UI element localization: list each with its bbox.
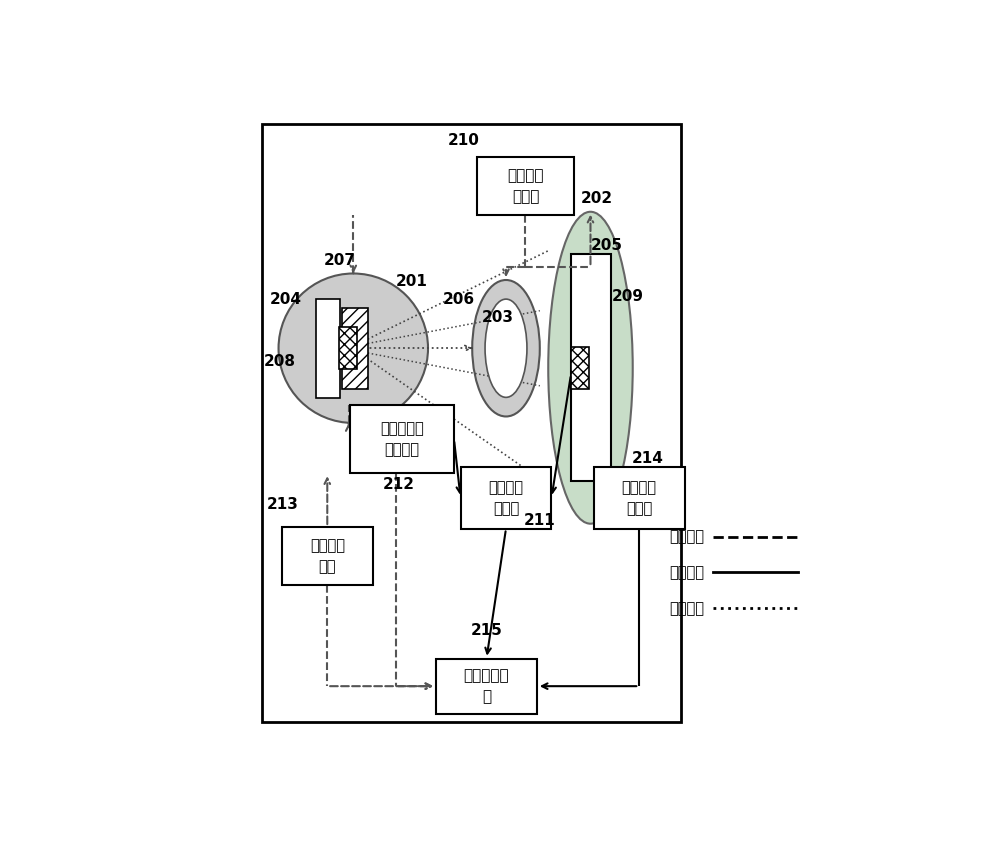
Text: 207: 207 [324,253,356,268]
Bar [461,467,551,528]
Bar [477,156,574,215]
Text: 214: 214 [631,452,663,466]
Circle shape [279,273,428,423]
Text: 距离信息
采集器: 距离信息 采集器 [489,479,524,516]
Text: 211: 211 [524,513,556,528]
Text: 射线示意: 射线示意 [669,601,704,615]
Text: 数据处理中
心: 数据处理中 心 [464,668,509,704]
Text: 202: 202 [581,192,613,206]
Text: 209: 209 [612,289,644,304]
Ellipse shape [548,212,633,523]
Text: 206: 206 [442,292,474,307]
Text: 图像数据
采集器: 图像数据 采集器 [622,479,657,516]
Text: 213: 213 [267,497,299,511]
Text: 210: 210 [448,133,479,148]
Bar [594,467,685,528]
Text: 203: 203 [482,310,514,325]
Ellipse shape [485,299,527,398]
Text: 205: 205 [590,238,622,253]
Bar [436,658,537,714]
Text: 控制信号: 控制信号 [669,529,704,544]
Bar [262,124,681,722]
Bar [339,327,357,369]
Bar [342,308,368,388]
Text: 204: 204 [270,292,302,307]
Bar [282,527,373,586]
Bar [571,347,589,388]
Text: 208: 208 [264,354,296,369]
Ellipse shape [472,280,540,416]
Text: 自动准直系
统控制器: 自动准直系 统控制器 [380,421,424,457]
Text: 212: 212 [383,477,415,492]
Bar [571,254,611,481]
Text: 201: 201 [396,274,427,289]
Bar [316,299,340,398]
Bar [350,405,454,473]
Text: 机械系统
控制器: 机械系统 控制器 [507,168,544,203]
Text: 数据信号: 数据信号 [669,565,704,580]
Text: 215: 215 [470,624,502,638]
Text: 射线源控
制器: 射线源控 制器 [310,538,345,574]
